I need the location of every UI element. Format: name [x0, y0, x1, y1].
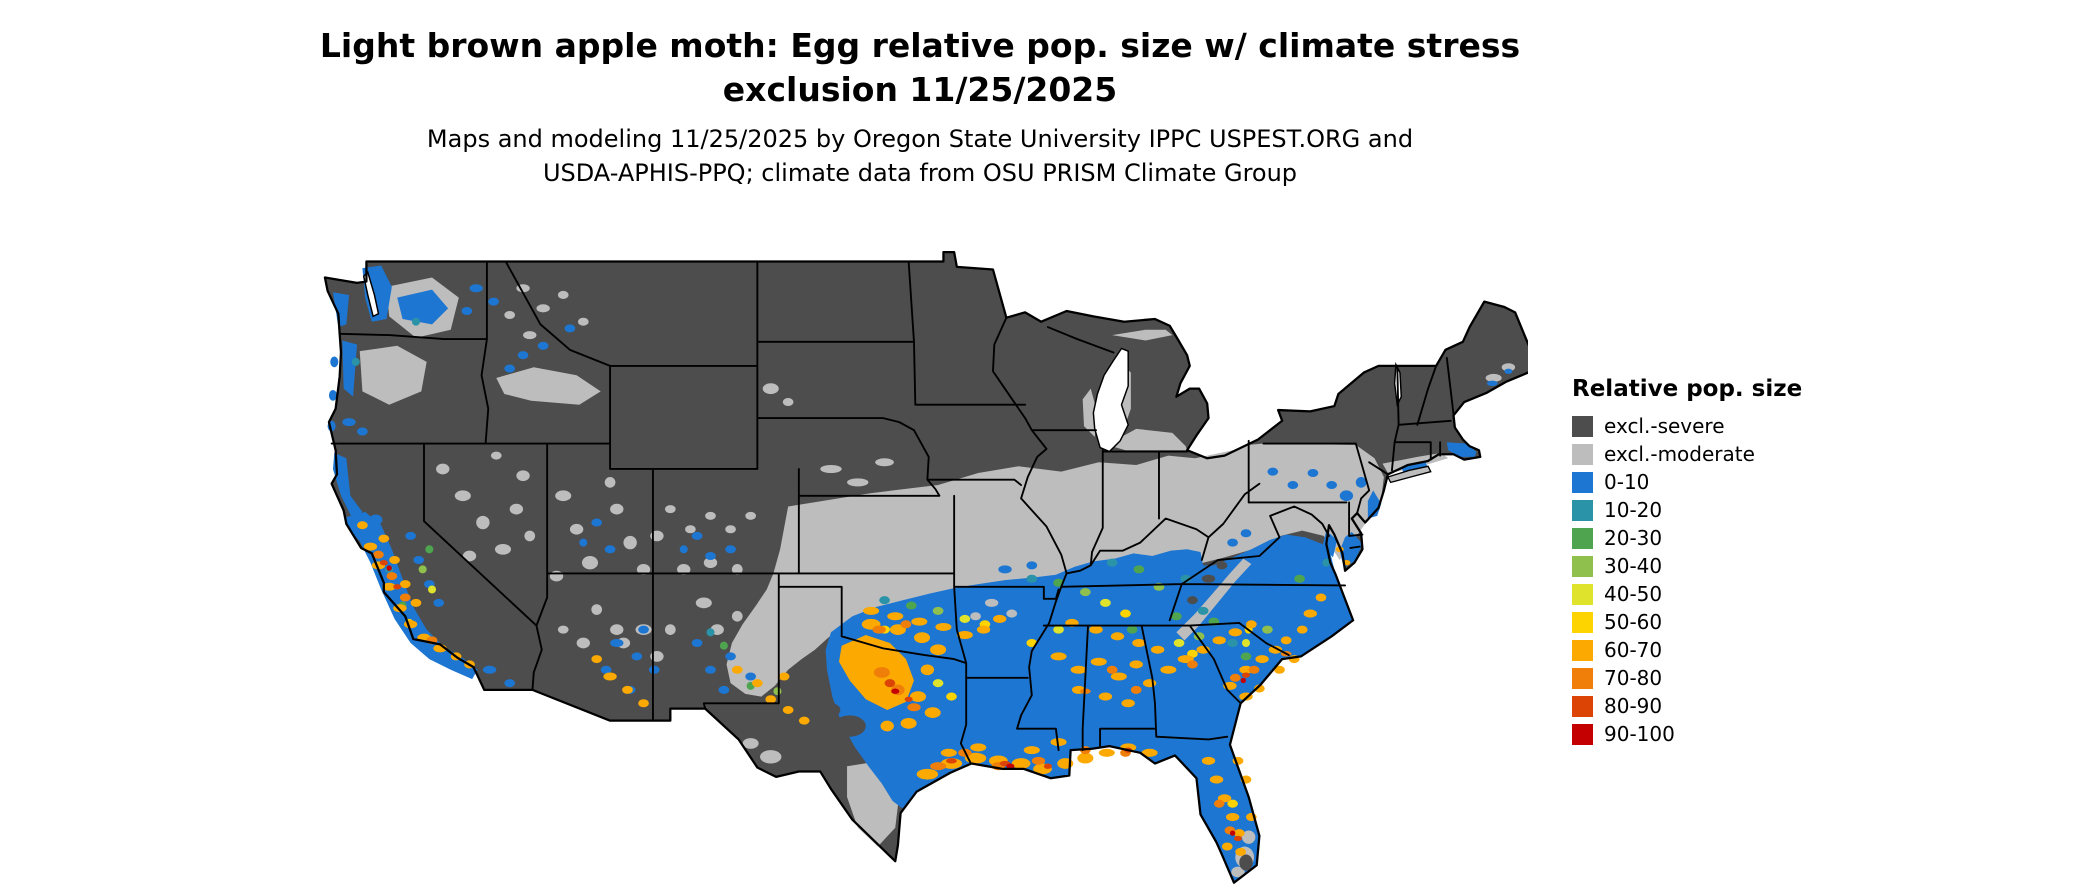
legend-swatch — [1572, 695, 1593, 717]
legend-swatch — [1572, 583, 1593, 605]
legend-label: 70-80 — [1604, 666, 1663, 690]
legend-swatch — [1572, 611, 1593, 633]
appalachian-band — [1176, 558, 1252, 641]
legend-label: 10-20 — [1604, 498, 1663, 522]
legend-swatch — [1572, 723, 1593, 745]
subtitle-line-1: Maps and modeling 11/25/2025 by Oregon S… — [426, 125, 1414, 153]
legend-entry: 90-100 — [1572, 722, 1802, 746]
legend-entry: 40-50 — [1572, 582, 1802, 606]
puget-sound — [362, 270, 380, 318]
legend-entry: 20-30 — [1572, 526, 1802, 550]
legend-label: excl.-moderate — [1604, 442, 1755, 466]
title-line-1: Light brown apple moth: Egg relative pop… — [319, 26, 1521, 65]
region-pop-40-50 — [428, 585, 1251, 688]
region-pop-30-40 — [418, 565, 1273, 696]
page-title: Light brown apple moth: Egg relative pop… — [0, 24, 1840, 112]
blue-wa-coast — [332, 292, 350, 328]
us-map — [323, 250, 1528, 884]
legend-swatch — [1572, 415, 1593, 437]
legend-title: Relative pop. size — [1572, 376, 1803, 402]
legend-label: 80-90 — [1604, 694, 1663, 718]
legend-swatch — [1572, 555, 1593, 577]
figure-subtitle: Maps and modeling 11/25/2025 by Oregon S… — [0, 122, 1840, 190]
legend-entry: excl.-severe — [1572, 414, 1802, 438]
region-pop-20-30 — [398, 545, 1305, 690]
moderate-michigan-south — [1106, 428, 1188, 451]
legend-entry: 10-20 — [1572, 498, 1802, 522]
legend-label: 30-40 — [1604, 554, 1663, 578]
legend: Relative pop. size excl.-severe excl.-mod… — [1572, 376, 1802, 750]
title-line-2: exclusion 11/25/2025 — [722, 70, 1118, 109]
long-island — [1386, 465, 1432, 484]
legend-label: 40-50 — [1604, 582, 1663, 606]
legend-swatch — [1572, 639, 1593, 661]
blue-columbia — [397, 289, 449, 325]
legend-label: 20-30 — [1604, 526, 1663, 550]
legend-label: 90-100 — [1604, 722, 1675, 746]
blue-norcal-coast — [332, 452, 363, 520]
moderate-central-band — [726, 443, 1384, 697]
legend-entry: 80-90 — [1572, 694, 1802, 718]
region-pop-90-100 — [386, 565, 1246, 836]
legend-label: 0-10 — [1604, 470, 1650, 494]
blue-delmarva — [1339, 531, 1363, 569]
moderate-snake-plain — [496, 367, 601, 405]
legend-swatch — [1572, 443, 1593, 465]
legend-entry: 30-40 — [1572, 554, 1802, 578]
legend-swatch — [1572, 499, 1593, 521]
legend-entry: 50-60 — [1572, 610, 1802, 634]
legend-swatch — [1572, 527, 1593, 549]
legend-entries: excl.-severe excl.-moderate 0-10 10-20 20-30… — [1572, 414, 1802, 746]
legend-entry: excl.-moderate — [1572, 442, 1802, 466]
legend-label: excl.-severe — [1604, 414, 1725, 438]
overlay-excl-severe — [821, 561, 1253, 871]
us-coastline — [323, 250, 1528, 884]
legend-swatch — [1572, 667, 1593, 689]
lake-michigan — [1092, 347, 1129, 453]
blue-maryland — [1322, 530, 1338, 558]
legend-label: 50-60 — [1604, 610, 1663, 634]
region-excl-moderate — [359, 277, 1516, 847]
subtitle-line-2: USDA-APHIS-PPQ; climate data from OSU PR… — [542, 159, 1298, 187]
legend-label: 60-70 — [1604, 638, 1663, 662]
moderate-oregon — [359, 345, 427, 405]
state-borders — [330, 260, 1455, 764]
legend-entry: 0-10 — [1572, 470, 1802, 494]
region-pop-10-20 — [351, 317, 1331, 648]
blue-willamette — [342, 340, 358, 397]
blue-new-jersey — [1367, 490, 1382, 519]
legend-swatch — [1572, 471, 1593, 493]
legend-entry: 70-80 — [1572, 666, 1802, 690]
moderate-upper-peninsula — [1112, 329, 1173, 341]
legend-entry: 60-70 — [1572, 638, 1802, 662]
blue-cape-cod — [1446, 442, 1477, 457]
